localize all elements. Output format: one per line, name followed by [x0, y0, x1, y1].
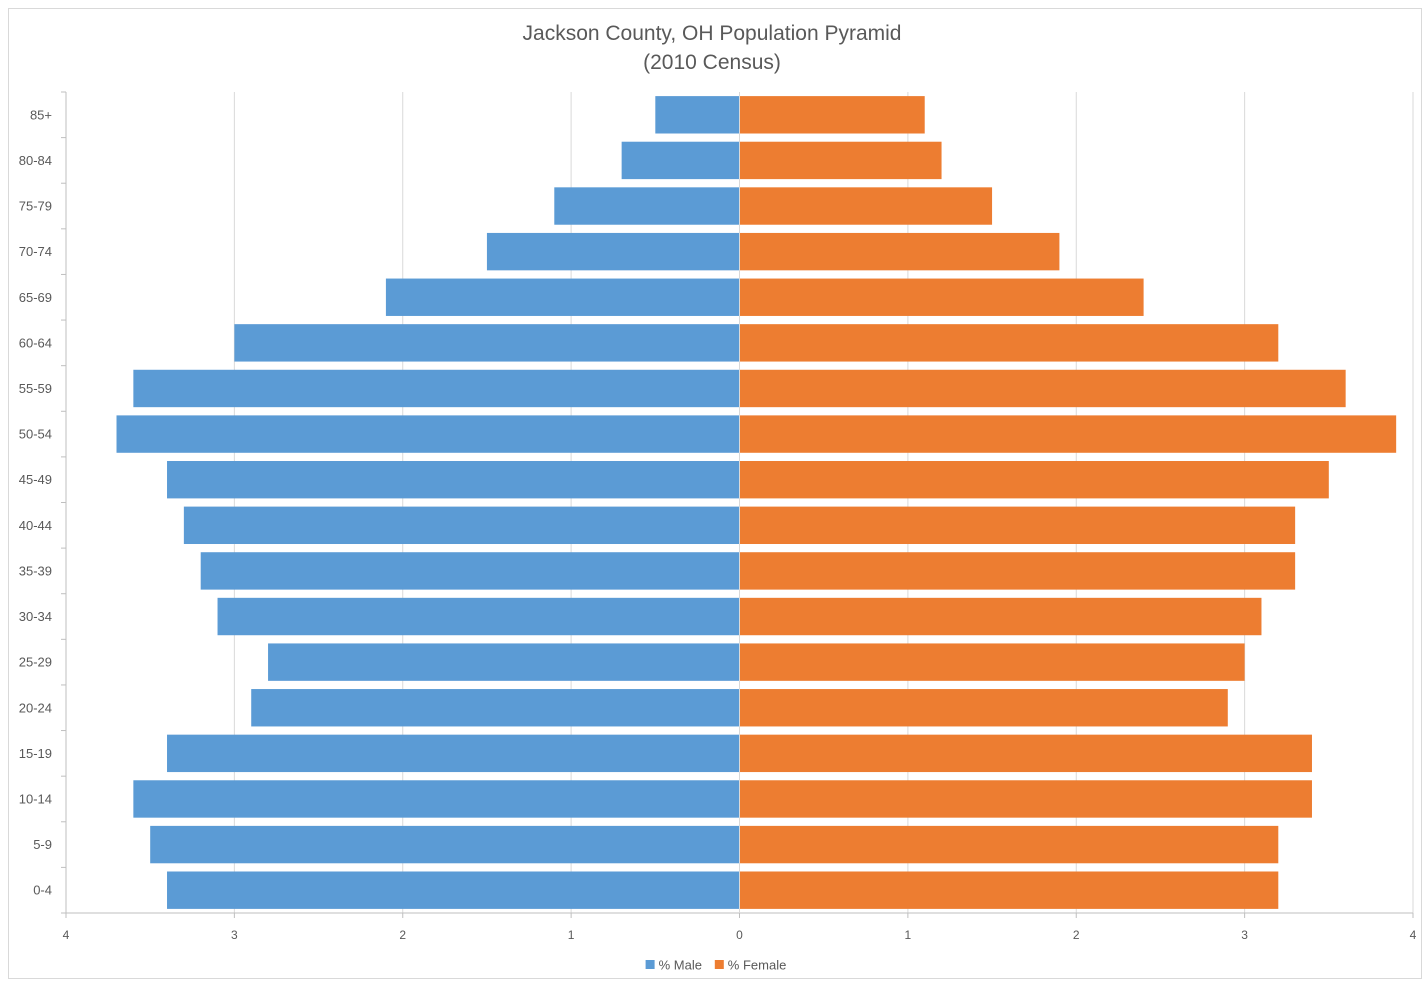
female-bar-80-84: [739, 141, 942, 180]
male-bar-65-69: [385, 278, 740, 316]
y-tick-label: 0-4: [33, 883, 52, 898]
y-tick-label: 45-49: [19, 472, 52, 487]
male-bar-50-54: [116, 415, 740, 453]
legend: % Male % Female: [645, 958, 787, 973]
male-bar-45-49: [167, 460, 740, 499]
legend-swatch: [645, 960, 655, 969]
y-tick-label: 80-84: [19, 153, 52, 168]
x-tick-label: 4: [1410, 928, 1417, 942]
y-tick-label: 75-79: [19, 199, 52, 214]
male-bar-40-44: [183, 506, 740, 545]
y-tick-label: 30-34: [19, 609, 52, 624]
x-tick-label: 1: [905, 928, 912, 942]
legend-swatch: [714, 960, 724, 969]
axes: [61, 91, 1414, 918]
chart-subtitle: (2010 Census): [643, 51, 781, 74]
x-tick-label: 4: [63, 928, 70, 942]
y-tick-label: 35-39: [19, 563, 52, 578]
male-bar-15-19: [167, 734, 740, 773]
y-tick-label: 40-44: [19, 518, 52, 533]
female-bar-30-34: [739, 597, 1262, 636]
y-tick-label: 20-24: [19, 700, 52, 715]
female-bar-0-4: [739, 871, 1279, 909]
male-bar-80-84: [621, 141, 740, 180]
male-bar-75-79: [554, 187, 740, 225]
female-bar-65-69: [739, 278, 1144, 316]
female-bar-50-54: [739, 415, 1397, 453]
chart-title: Jackson County, OH Population Pyramid: [522, 22, 902, 45]
female-bar-35-39: [739, 552, 1296, 590]
male-bar-70-74: [486, 232, 740, 271]
female-bar-60-64: [739, 324, 1279, 362]
male-bar-0-4: [167, 871, 740, 909]
y-tick-label: 25-29: [19, 655, 52, 670]
male-bar-85+: [655, 96, 740, 134]
x-tick-label: 2: [399, 928, 406, 942]
y-tick-label: 70-74: [19, 244, 52, 259]
female-bar-45-49: [739, 460, 1329, 499]
x-tick-label: 1: [568, 928, 575, 942]
y-tick-label: 10-14: [19, 791, 52, 806]
female-bar-5-9: [739, 825, 1279, 864]
y-tick-label: 55-59: [19, 381, 52, 396]
female-bar-85+: [739, 96, 925, 134]
female-bar-25-29: [739, 643, 1245, 681]
y-tick-label: 60-64: [19, 335, 52, 350]
female-bar-40-44: [739, 506, 1296, 545]
y-tick-label: 5-9: [33, 837, 52, 852]
y-tick-label: 85+: [30, 107, 52, 122]
y-tick-label: 65-69: [19, 290, 52, 305]
male-bar-35-39: [200, 552, 740, 590]
female-bar-10-14: [739, 780, 1312, 818]
male-bar-60-64: [234, 324, 740, 362]
legend-label: % Female: [728, 958, 787, 973]
male-bar-10-14: [133, 780, 740, 818]
female-bar-20-24: [739, 689, 1228, 727]
male-bar-25-29: [268, 643, 740, 681]
x-tick-label: 3: [1241, 928, 1248, 942]
male-bar-55-59: [133, 369, 740, 408]
y-tick-label: 15-19: [19, 746, 52, 761]
x-tick-label: 3: [231, 928, 238, 942]
female-bar-55-59: [739, 369, 1346, 408]
legend-label: % Male: [659, 958, 702, 973]
female-bar-15-19: [739, 734, 1312, 773]
y-tick-label: 50-54: [19, 427, 52, 442]
female-bar-70-74: [739, 232, 1060, 271]
bars: [116, 96, 1397, 909]
x-tick-label: 2: [1073, 928, 1080, 942]
axis-labels: 0-4 5-9 10-14 15-19 20-24 25-29 30-34 35-39 40-4…: [19, 107, 1417, 942]
female-bar-75-79: [739, 187, 993, 225]
x-tick-label: 0: [736, 928, 743, 942]
male-bar-20-24: [251, 689, 740, 727]
chart-frame: [8, 8, 1422, 979]
male-bar-5-9: [150, 825, 740, 864]
male-bar-30-34: [217, 597, 740, 636]
